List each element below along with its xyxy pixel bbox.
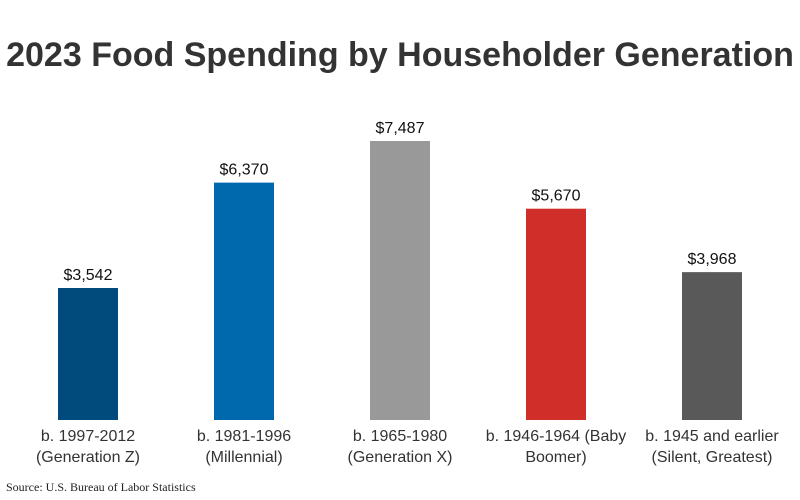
value-label: $5,670: [532, 188, 581, 205]
chart-title: 2023 Food Spending by Householder Genera…: [6, 36, 794, 74]
value-label: $3,542: [64, 267, 113, 284]
x-tick-label: b. 1965-1980 (Generation X): [347, 428, 453, 466]
value-label: $3,968: [688, 251, 737, 268]
bar: [370, 141, 430, 420]
x-tick-label: b. 1946-1964 (Baby Boomer): [485, 428, 627, 466]
bar: [58, 288, 118, 420]
bar: [526, 208, 586, 420]
value-label: $7,487: [376, 120, 425, 137]
bar: [214, 182, 274, 420]
bar: [682, 272, 742, 420]
x-tick-label: b. 1981-1996 (Millennial): [196, 428, 292, 466]
x-tick-label: b. 1945 and earlier (Silent, Greatest): [645, 428, 779, 466]
source: Source: U.S. Bureau of Labor Statistics: [6, 480, 196, 494]
value-label: $6,370: [220, 162, 269, 179]
x-tick-label: b. 1997-2012 (Generation Z): [35, 428, 141, 466]
